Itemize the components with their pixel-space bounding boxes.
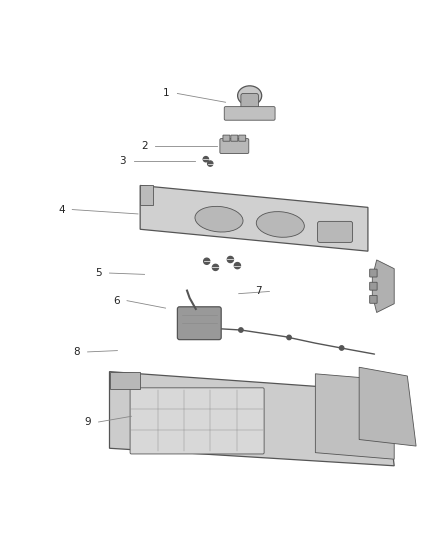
- Polygon shape: [359, 367, 416, 446]
- Text: 5: 5: [95, 268, 102, 278]
- Circle shape: [203, 157, 208, 162]
- FancyBboxPatch shape: [318, 221, 353, 243]
- Ellipse shape: [237, 86, 261, 106]
- Ellipse shape: [256, 212, 304, 237]
- FancyBboxPatch shape: [224, 107, 275, 120]
- Text: 3: 3: [119, 156, 126, 166]
- Circle shape: [339, 346, 344, 350]
- Text: 9: 9: [84, 417, 91, 427]
- Polygon shape: [372, 260, 394, 312]
- Text: 7: 7: [255, 286, 262, 296]
- Circle shape: [212, 264, 219, 270]
- Text: 2: 2: [141, 141, 148, 151]
- Polygon shape: [110, 372, 394, 466]
- Polygon shape: [140, 185, 368, 251]
- FancyBboxPatch shape: [130, 388, 264, 454]
- Text: 6: 6: [113, 296, 120, 305]
- Circle shape: [208, 161, 213, 166]
- FancyBboxPatch shape: [370, 282, 377, 290]
- FancyBboxPatch shape: [220, 139, 249, 154]
- Polygon shape: [140, 185, 153, 205]
- Text: 4: 4: [58, 205, 65, 215]
- Circle shape: [287, 335, 291, 340]
- Circle shape: [239, 328, 243, 332]
- FancyBboxPatch shape: [177, 307, 221, 340]
- FancyBboxPatch shape: [370, 269, 377, 277]
- FancyBboxPatch shape: [370, 295, 377, 303]
- Ellipse shape: [195, 206, 243, 232]
- FancyBboxPatch shape: [241, 93, 258, 111]
- FancyBboxPatch shape: [223, 135, 230, 141]
- Polygon shape: [315, 374, 394, 459]
- FancyBboxPatch shape: [239, 135, 246, 141]
- FancyBboxPatch shape: [231, 135, 238, 141]
- Circle shape: [234, 263, 240, 269]
- Polygon shape: [110, 372, 140, 389]
- Circle shape: [204, 258, 210, 264]
- Text: 1: 1: [163, 88, 170, 99]
- Text: 8: 8: [73, 347, 80, 357]
- Circle shape: [227, 256, 233, 263]
